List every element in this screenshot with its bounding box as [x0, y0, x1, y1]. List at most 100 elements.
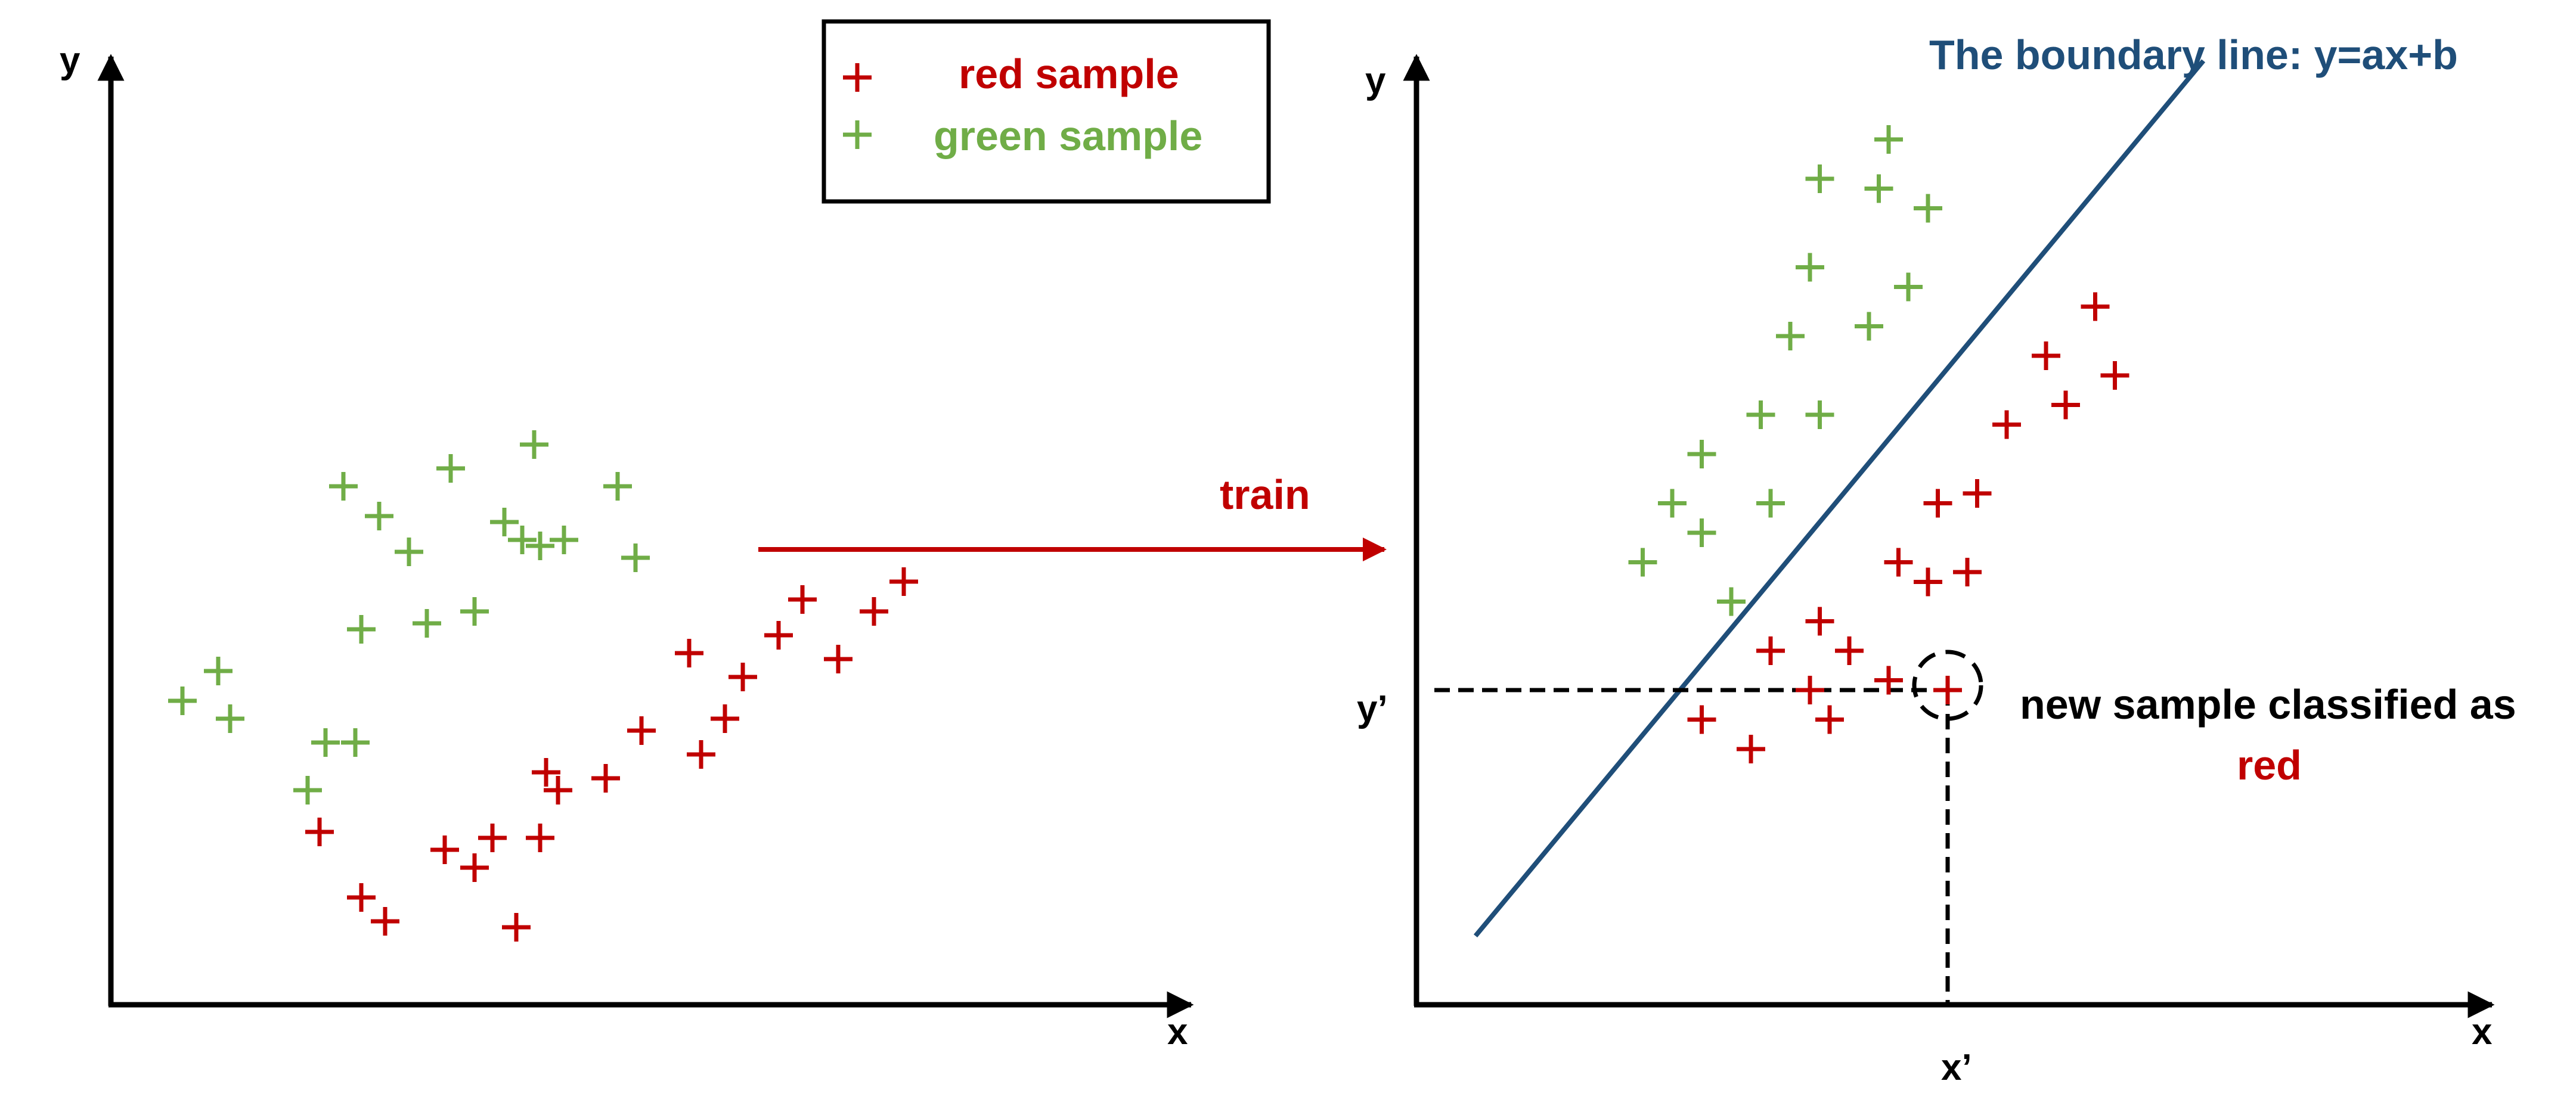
red-sample-point: [1914, 567, 1942, 597]
green-sample-point: [1894, 272, 1923, 302]
new-sample-caption: new sample classified as: [2020, 681, 2516, 728]
green-sample-point: [603, 472, 632, 501]
green-sample-point: [413, 609, 441, 638]
red-sample-point: [1963, 479, 1992, 508]
red-sample-point: [347, 883, 376, 912]
green-sample-point: [621, 543, 650, 572]
green-sample-point: [1687, 518, 1716, 547]
red-sample-point: [526, 824, 554, 852]
green-sample-point: [436, 454, 465, 483]
legend-green-plus: [843, 120, 872, 149]
green-sample-point: [490, 508, 519, 536]
legend-red-plus: [843, 63, 872, 92]
new-sample-marker: [1933, 676, 1962, 704]
red-sample-point: [1737, 735, 1765, 763]
green-sample-point: [1864, 174, 1893, 203]
red-sample-point: [544, 776, 572, 805]
red-sample-point: [1805, 607, 1834, 636]
left-plot: y x: [60, 40, 1194, 1052]
green-sample-point: [395, 538, 423, 566]
red-sample-point: [889, 567, 918, 596]
red-sample-point: [2032, 341, 2060, 370]
red-sample-point: [2051, 390, 2080, 420]
green-sample-point: [508, 526, 537, 554]
legend-green-marker: [843, 120, 872, 149]
left-points: [168, 430, 918, 942]
green-sample-point: [460, 597, 489, 626]
red-sample-point: [711, 704, 739, 733]
legend: red sample green sample: [822, 19, 1271, 204]
green-sample-point: [365, 502, 393, 530]
red-sample-point: [532, 758, 560, 787]
green-sample-point: [341, 728, 370, 757]
right-x-axis-label: x: [2472, 1011, 2493, 1052]
green-sample-point: [1717, 587, 1746, 616]
red-sample-point: [591, 764, 620, 793]
legend-red-label: red sample: [959, 51, 1179, 97]
green-sample-point: [293, 776, 322, 805]
green-sample-point: [1687, 440, 1716, 468]
green-sample-point: [1874, 125, 1903, 154]
train-arrow: train: [758, 471, 1387, 561]
red-sample-point: [764, 621, 793, 650]
right-points: [1628, 125, 2129, 763]
new-sample-highlight-circle: [1912, 650, 1983, 721]
red-sample-point: [675, 639, 703, 667]
boundary-label: The boundary line: y=ax+b: [1929, 32, 2458, 78]
green-sample-point: [168, 687, 197, 715]
red-sample-point: [1992, 410, 2021, 439]
red-sample-point: [1687, 705, 1716, 734]
green-sample-point: [1658, 489, 1687, 518]
legend-red-marker: [843, 63, 872, 92]
red-sample-point: [1953, 558, 1982, 586]
boundary-line: [1473, 59, 2206, 938]
new-sample-class-label: red: [2237, 742, 2302, 788]
red-sample-point: [824, 645, 853, 673]
right-y-axis-label: y: [1365, 60, 1386, 101]
green-sample-point: [1776, 322, 1805, 350]
red-sample-point: [1815, 705, 1844, 734]
left-x-axis-label: x: [1167, 1011, 1188, 1052]
red-sample-point: [1796, 676, 1824, 704]
red-sample-point: [2081, 292, 2110, 321]
right-plot: y x The boundary line: y=ax+b y’ x’ new …: [1357, 32, 2516, 1088]
legend-green-label: green sample: [934, 113, 1202, 159]
red-sample-point: [371, 907, 399, 936]
red-sample-point: [430, 835, 459, 864]
red-sample-point: [1756, 636, 1785, 665]
green-sample-point: [1805, 164, 1834, 193]
red-sample-point: [729, 663, 757, 691]
train-label: train: [1220, 471, 1310, 518]
red-sample-point: [502, 913, 531, 942]
red-sample-point: [627, 716, 656, 745]
red-sample-point: [460, 853, 489, 882]
green-sample-point: [550, 526, 578, 554]
green-sample-point: [1756, 489, 1785, 518]
green-sample-point: [1746, 400, 1775, 429]
green-sample-point: [520, 430, 548, 459]
red-sample-point: [1884, 548, 1913, 577]
green-sample-point: [311, 728, 340, 757]
y-prime-label: y’: [1357, 688, 1388, 729]
green-sample-point: [1914, 194, 1942, 223]
new-sample-plus: [1933, 676, 1962, 704]
green-sample-point: [1805, 400, 1834, 429]
x-prime-label: x’: [1941, 1047, 1972, 1088]
red-sample-point: [788, 585, 817, 614]
red-sample-point: [687, 740, 715, 769]
green-sample-point: [347, 615, 376, 644]
red-sample-point: [860, 597, 888, 626]
green-sample-point: [216, 704, 244, 733]
red-sample-point: [1874, 666, 1903, 695]
red-sample-point: [2100, 361, 2129, 390]
green-sample-point: [329, 472, 358, 501]
green-sample-point: [204, 657, 233, 685]
red-sample-point: [1923, 489, 1952, 518]
red-sample-point: [1835, 636, 1864, 665]
green-sample-point: [526, 532, 554, 560]
green-sample-point: [1628, 548, 1657, 577]
legend-box: [822, 19, 1271, 204]
left-y-axis-label: y: [60, 40, 80, 81]
red-sample-point: [478, 824, 507, 852]
